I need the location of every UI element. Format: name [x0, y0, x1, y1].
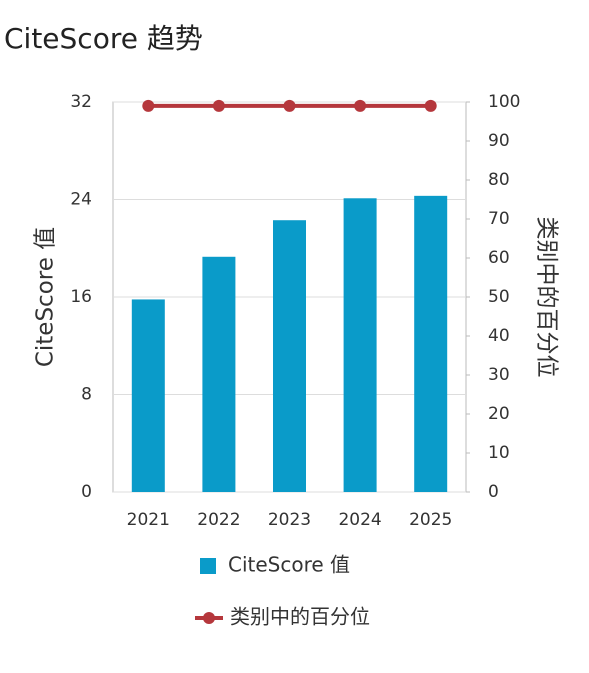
chart-title: CiteScore 趋势 — [4, 22, 203, 55]
y2-tick-label: 70 — [488, 209, 510, 229]
legend-swatch — [203, 612, 215, 624]
line-point — [212, 99, 225, 112]
bar — [273, 220, 306, 492]
line-point — [283, 99, 296, 112]
x-tick-label: 2025 — [409, 510, 452, 530]
y2-tick-label: 80 — [488, 170, 510, 190]
y2-tick-label: 60 — [488, 248, 510, 268]
line-point — [424, 99, 437, 112]
x-tick-label: 2022 — [197, 510, 240, 530]
y-tick-label: 32 — [70, 92, 92, 112]
y2-tick-label: 40 — [488, 326, 510, 346]
line-point — [354, 99, 367, 112]
bar — [343, 198, 377, 492]
legend-label: CiteScore 值 — [228, 553, 350, 577]
y2-tick-label: 20 — [488, 404, 510, 424]
y-tick-label: 16 — [70, 287, 92, 307]
y2-tick-label: 50 — [488, 287, 510, 307]
x-tick-label: 2023 — [268, 510, 311, 530]
y-tick-label: 0 — [81, 482, 92, 502]
x-tick-label: 2021 — [127, 510, 170, 530]
y2-tick-label: 10 — [488, 443, 510, 463]
bar — [202, 256, 236, 492]
bar — [414, 195, 448, 492]
y-axis-title: CiteScore 值 — [33, 227, 59, 367]
y2-tick-label: 30 — [488, 365, 510, 385]
bar — [131, 299, 165, 492]
y2-tick-label: 0 — [488, 482, 499, 502]
legend-label: 类别中的百分位 — [230, 605, 370, 629]
x-tick-label: 2024 — [338, 510, 381, 530]
y-tick-label: 24 — [70, 190, 92, 210]
y2-tick-label: 90 — [488, 131, 510, 151]
legend-swatch — [200, 558, 216, 574]
y-tick-label: 8 — [81, 385, 92, 405]
line-point — [142, 99, 155, 112]
y2-tick-label: 100 — [488, 92, 520, 112]
y2-axis-title: 类别中的百分位 — [534, 217, 560, 378]
